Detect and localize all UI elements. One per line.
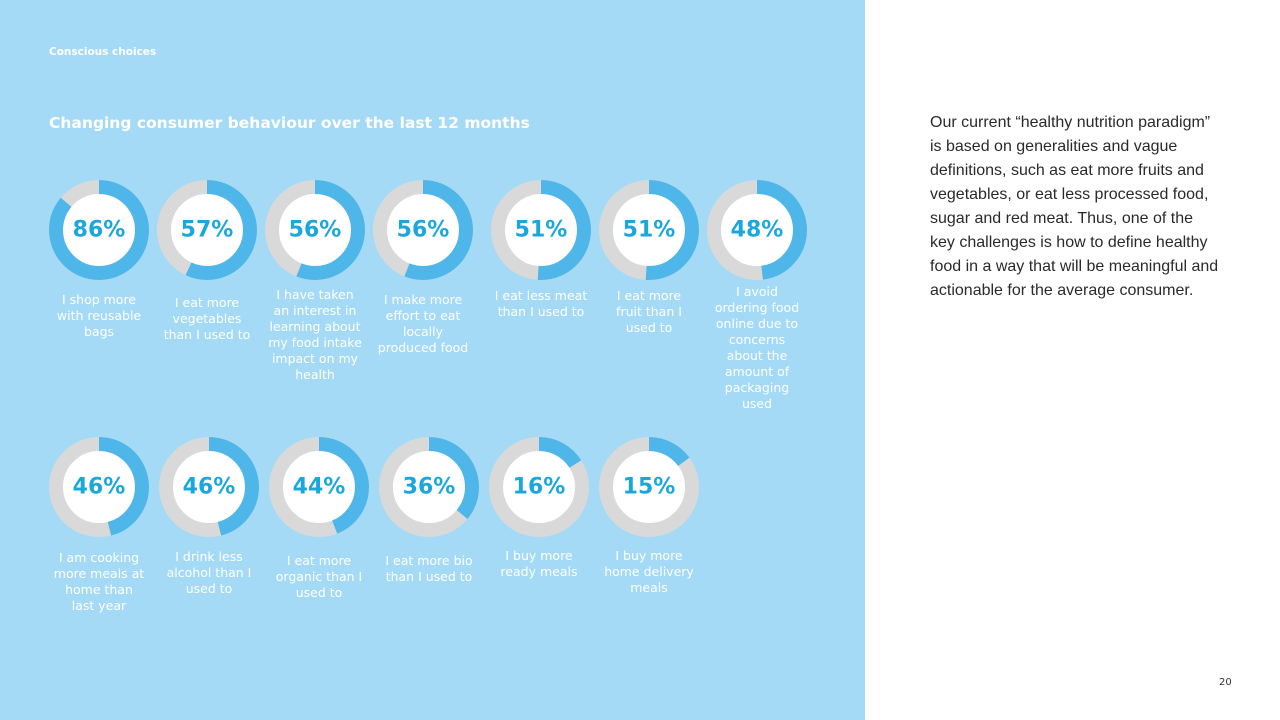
- donut-ring: 46%: [49, 437, 149, 537]
- donut-percent-label: 86%: [73, 218, 126, 243]
- donut-value-arc: [491, 180, 591, 280]
- donut-caption: I avoid ordering food online due to conc…: [714, 284, 800, 411]
- donut-ring: 56%: [373, 180, 473, 280]
- donut-value-arc: [707, 180, 807, 280]
- donut-percent-label: 51%: [515, 218, 568, 243]
- section-label: Conscious choices: [49, 46, 157, 58]
- donut-11: 36% I eat more bio than I used to: [379, 437, 479, 584]
- donut-value-arc: [157, 180, 257, 280]
- donut-9: 46% I drink less alcohol than I used to: [159, 437, 259, 596]
- donut-caption: I drink less alcohol than I used to: [166, 549, 252, 596]
- donut-percent-label: 51%: [623, 218, 676, 243]
- chart-title: Changing consumer behaviour over the las…: [49, 114, 530, 132]
- donut-ring: 51%: [491, 180, 591, 280]
- donut-5: 51% I eat less meat than I used to: [491, 180, 591, 319]
- donut-caption: I am cooking more meals at home than las…: [53, 550, 145, 613]
- donut-value-arc: [599, 180, 699, 280]
- donut-ring: 15%: [599, 437, 699, 537]
- donut-4: 56% I make more effort to eat locally pro…: [373, 180, 473, 355]
- donut-caption: I shop more with reusable bags: [56, 292, 142, 339]
- donut-12: 16% I buy more ready meals: [489, 437, 589, 579]
- donut-10: 44% I eat more organic than I used to: [269, 437, 369, 600]
- donut-ring: 48%: [707, 180, 807, 280]
- donut-value-arc: [269, 437, 369, 537]
- donut-percent-label: 57%: [181, 218, 234, 243]
- donut-caption: I make more effort to eat locally produc…: [377, 292, 469, 355]
- donut-percent-label: 48%: [731, 218, 784, 243]
- donut-ring: 86%: [49, 180, 149, 280]
- donut-ring: 46%: [159, 437, 259, 537]
- donut-percent-label: 36%: [403, 475, 456, 500]
- donut-3: 56% I have taken an interest in learning …: [265, 180, 365, 382]
- donut-caption: I buy more home delivery meals: [604, 548, 694, 595]
- donut-percent-label: 16%: [513, 475, 566, 500]
- donut-value-arc: [373, 180, 473, 280]
- donut-1: 86% I shop more with reusable bags: [49, 180, 149, 339]
- donut-value-arc: [159, 437, 259, 537]
- donut-percent-label: 56%: [397, 218, 450, 243]
- donut-percent-label: 44%: [293, 475, 346, 500]
- donut-caption: I eat more bio than I used to: [385, 553, 473, 584]
- donut-percent-label: 46%: [183, 475, 236, 500]
- donut-8: 46% I am cooking more meals at home than …: [49, 437, 149, 613]
- donut-percent-label: 15%: [623, 475, 676, 500]
- left-panel: Conscious choices Changing consumer beha…: [0, 0, 865, 720]
- donut-value-arc: [49, 437, 149, 537]
- donut-ring: 44%: [269, 437, 369, 537]
- donut-ring: 57%: [157, 180, 257, 280]
- donut-caption: I eat more organic than I used to: [275, 553, 363, 600]
- donut-percent-label: 56%: [289, 218, 342, 243]
- donut-6: 51% I eat more fruit than I used to: [599, 180, 699, 335]
- donut-caption: I have taken an interest in learning abo…: [268, 287, 362, 382]
- donut-value-arc: [489, 437, 589, 537]
- donut-value-arc: [599, 437, 699, 537]
- page-number: 20: [1219, 677, 1232, 688]
- donut-caption: I buy more ready meals: [500, 548, 578, 579]
- donut-percent-label: 46%: [73, 475, 126, 500]
- donut-value-arc: [265, 180, 365, 280]
- donut-ring: 51%: [599, 180, 699, 280]
- donut-ring: 16%: [489, 437, 589, 537]
- donut-13: 15% I buy more home delivery meals: [599, 437, 699, 595]
- donut-value-arc: [379, 437, 479, 537]
- donut-7: 48% I avoid ordering food online due to c…: [707, 180, 807, 411]
- donut-caption: I eat less meat than I used to: [494, 288, 588, 319]
- donut-caption: I eat more fruit than I used to: [616, 288, 682, 335]
- donut-ring: 36%: [379, 437, 479, 537]
- donut-ring: 56%: [265, 180, 365, 280]
- donut-value-arc: [49, 180, 149, 280]
- donut-2: 57% I eat more vegetables than I used to: [157, 180, 257, 342]
- donut-caption: I eat more vegetables than I used to: [163, 295, 251, 342]
- body-text: Our current “healthy nutrition paradigm”…: [930, 114, 1219, 299]
